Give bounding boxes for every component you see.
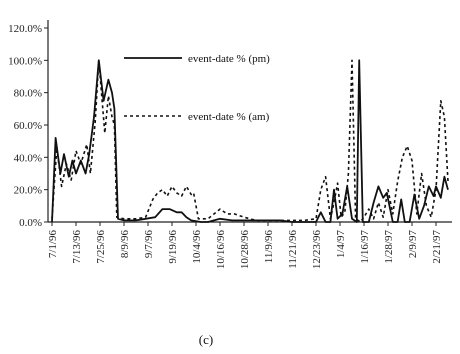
x-tick-label: 12/23/96 bbox=[311, 230, 323, 270]
legend-label-am: event-date % (am) bbox=[188, 111, 270, 123]
x-tick-label: 9/19/96 bbox=[167, 230, 179, 264]
x-tick-label: 1/28/97 bbox=[383, 230, 395, 264]
legend: event-date % (pm) event-date % (am) bbox=[124, 53, 270, 123]
x-tick-label: 8/9/96 bbox=[119, 230, 131, 259]
y-tick-label: 120.0% bbox=[8, 23, 42, 35]
y-axis: 0.0% 20.0% 40.0% 60.0% 80.0% 100.0% 120.0% bbox=[8, 20, 49, 229]
legend-label-pm: event-date % (pm) bbox=[188, 53, 270, 65]
x-tick-label: 10/28/96 bbox=[239, 230, 251, 270]
x-tick-label: 10/16/96 bbox=[215, 230, 227, 270]
series-pm-line bbox=[51, 59, 449, 223]
x-tick-label: 9/7/96 bbox=[143, 230, 155, 259]
x-tick-label: 11/9/96 bbox=[263, 230, 275, 264]
y-tick-label: 20.0% bbox=[14, 185, 42, 197]
x-tick-label: 7/1/96 bbox=[47, 230, 59, 259]
x-tick-label: 1/4/97 bbox=[335, 230, 347, 259]
figure-caption: (c) bbox=[199, 332, 213, 347]
y-tick-label: 60.0% bbox=[14, 120, 42, 132]
x-tick-label: 7/25/96 bbox=[95, 230, 107, 264]
y-tick-label: 40.0% bbox=[14, 152, 42, 164]
y-tick-label: 100.0% bbox=[8, 55, 42, 67]
x-tick-label: 10/4/96 bbox=[191, 230, 203, 264]
x-tick-label: 1/16/97 bbox=[359, 230, 371, 264]
x-tick-label: 2/21/97 bbox=[431, 230, 443, 264]
y-tick-label: 0.0% bbox=[19, 217, 42, 229]
x-axis: 7/1/96 7/13/96 7/25/96 8/9/96 9/7/96 9/19/96 1… bbox=[47, 221, 452, 270]
x-tick-label: 7/13/96 bbox=[71, 230, 83, 264]
x-tick-label: 11/21/96 bbox=[287, 230, 299, 269]
plot-series bbox=[51, 59, 449, 223]
y-tick-label: 80.0% bbox=[14, 88, 42, 100]
x-tick-label: 2/9/97 bbox=[407, 230, 419, 259]
